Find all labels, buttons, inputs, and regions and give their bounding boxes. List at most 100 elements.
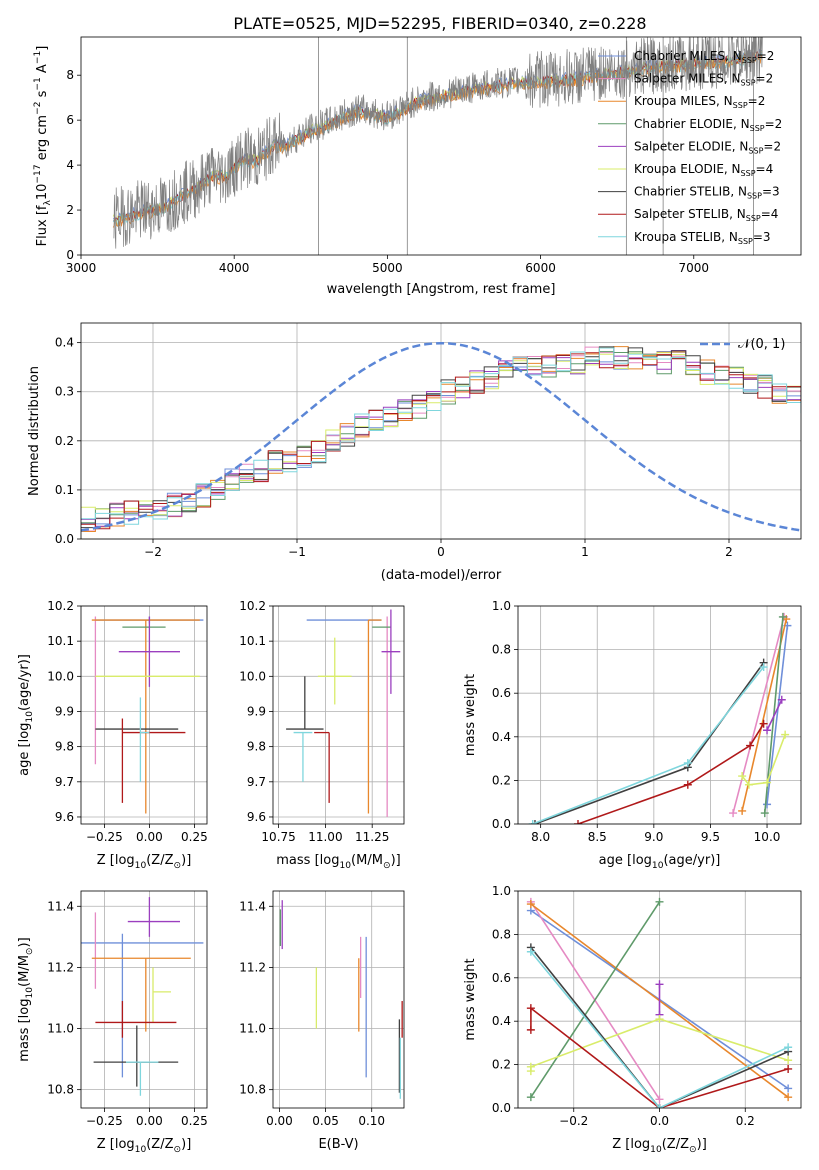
weight-point-marker: [763, 800, 772, 809]
errorbar-point: [293, 731, 313, 782]
weight-point-marker: [759, 663, 768, 672]
weight-series-line: [732, 616, 785, 814]
weight-series-line: [530, 1006, 789, 1108]
spectrum-xtick-label: 4000: [219, 261, 250, 275]
legend-entry: Chabrier MILES, NSSP=2: [634, 49, 774, 65]
gaussian-curve: [81, 341, 801, 532]
spectrum-ytick-label: 4: [66, 158, 74, 172]
mass_vs_ebv-xtick-label: 0.10: [358, 1114, 385, 1128]
residuals-ylabel: Normed distribution: [27, 366, 42, 496]
age_vs_mass-ytick-label: 9.9: [247, 704, 266, 718]
weight-point-marker: [573, 820, 582, 824]
errorbar-point: [127, 897, 180, 937]
residuals-frame: [80, 322, 802, 540]
weight_vs_age-ytick-label: 0.8: [492, 643, 511, 657]
data-spectrum-line: [113, 37, 763, 249]
spectrum-xtick-label: 7000: [678, 261, 709, 275]
residual-histogram-step: [81, 352, 801, 516]
errorbar-point: [121, 718, 186, 803]
errorbar-point: [126, 1061, 159, 1096]
weight-point-marker: [655, 1095, 664, 1104]
age_vs_Z-ytick-label: 9.7: [55, 775, 74, 789]
age_vs_Z-xlabel: Z [log10(Z/Z⊙)]: [97, 853, 192, 871]
spectrum-frame: [80, 36, 802, 256]
residuals-xtick-label: 2: [725, 545, 733, 559]
mass_vs_ebv-axes: 0.00 0.05 0.10 10.8 11.0 11.2 11.4: [239, 891, 404, 1128]
mass_vs_ebv-frame: [272, 890, 405, 1109]
weight-point-marker: [655, 1015, 664, 1024]
weight-point-marker: [528, 820, 537, 824]
age_vs_mass-axes: 10.75 11.00 11.25 9.6 9.7 9.8 9.9 10.0 10.1 10.2: [239, 599, 404, 844]
weight-point-marker: [759, 719, 768, 728]
weight-series-line: [577, 723, 765, 824]
weight_vs_age-series: [528, 612, 792, 824]
mass_vs_ebv-points: [279, 900, 403, 1099]
gaussian-legend-label: 𝒩(0, 1): [738, 337, 785, 352]
age_vs_Z-xtick-label: 0.25: [181, 830, 208, 844]
errorbar-point: [367, 619, 382, 814]
age_vs_Z-frame: [80, 605, 208, 825]
spectrum-xtick-label: 3000: [66, 261, 97, 275]
figure-title: PLATE=0525, MJD=52295, FIBERID=0340, z=0…: [233, 14, 646, 33]
residuals-xtick-label: 0: [437, 545, 445, 559]
age_vs_mass-ytick-label: 9.6: [247, 810, 266, 824]
age_vs_Z-ytick-label: 9.6: [55, 810, 74, 824]
weight_vs_age-xtick-label: 8.0: [531, 830, 550, 844]
weight-point-marker: [526, 1025, 535, 1034]
mass_vs_ebv-xtick-label: 0.05: [312, 1114, 339, 1128]
weight-point-marker: [683, 780, 692, 789]
spectrum-legend: Chabrier MILES, NSSP=2 Salpeter MILES, NS…: [598, 49, 782, 246]
residuals-ytick-label: 0.4: [55, 336, 74, 350]
mass_vs_ebv-ytick-label: 10.8: [239, 1083, 266, 1097]
mass_vs_ebv-xtick-label: 0.00: [266, 1114, 293, 1128]
weight_vs_Z-ytick-label: 0.4: [492, 1014, 511, 1028]
errorbar-point: [93, 1025, 179, 1087]
spectrum-xtick-label: 5000: [372, 261, 403, 275]
weight-point-marker: [777, 695, 786, 704]
weight_vs_Z-ytick-label: 0.8: [492, 927, 511, 941]
weight-series-line: [741, 734, 786, 786]
errorbar-point: [381, 609, 401, 694]
errorbar-point: [152, 967, 171, 1023]
residuals-ytick-label: 0.2: [55, 434, 74, 448]
weight-point-marker: [526, 1004, 535, 1013]
weight-point-marker: [655, 980, 664, 989]
weight_vs_age-ytick-label: 0.0: [492, 817, 511, 831]
spectrum-axes: 3000 4000 5000 6000 7000 0 2 4 6 8: [66, 68, 709, 275]
weight_vs_age-xtick-label: 9.5: [701, 830, 720, 844]
mass_vs_Z-xlabel: Z [log10(Z/Z⊙)]: [97, 1137, 192, 1155]
age_vs_mass-ytick-label: 9.8: [247, 740, 266, 754]
weight_vs_age-ytick-label: 0.4: [492, 730, 511, 744]
weight-point-marker: [526, 1062, 535, 1071]
mass_vs_Z-ytick-label: 11.4: [47, 899, 74, 913]
age_vs_Z-points: [91, 616, 204, 814]
errorbar-point: [91, 619, 200, 814]
weight_vs_age-xtick-label: 8.5: [588, 830, 607, 844]
spectrum-ytick-label: 2: [66, 203, 74, 217]
weight-point-marker: [526, 900, 535, 909]
weight-point-marker: [763, 778, 772, 787]
weight-series-line: [532, 666, 765, 824]
weight_vs_Z-ytick-label: 0.0: [492, 1101, 511, 1115]
residuals-xtick-label: −1: [288, 545, 306, 559]
residual-histogram-step: [81, 351, 801, 525]
age_vs_Z-ytick-label: 10.2: [47, 599, 74, 613]
mass_vs_Z-xtick-label: 0.00: [136, 1114, 163, 1128]
errorbar-point: [314, 731, 330, 803]
mass_vs_Z-frame: [80, 890, 208, 1109]
mass_vs_ebv-ytick-label: 11.2: [239, 960, 266, 974]
spectrum-ylabel: Flux [fλ10−17 erg cm−2 s−1 A−1]: [33, 46, 53, 247]
weight-point-marker: [784, 1043, 793, 1052]
residual-histogram-step: [81, 351, 801, 524]
weight_vs_Z-ytick-label: 0.2: [492, 1058, 511, 1072]
residuals-xlabel: (data-model)/error: [381, 568, 502, 583]
residuals-xtick-label: 1: [581, 545, 589, 559]
weight-point-marker: [738, 772, 747, 781]
weight-point-marker: [526, 947, 535, 956]
residuals-ytick-label: 0.1: [55, 483, 74, 497]
weight-point-marker: [784, 1064, 793, 1073]
weight-series-line: [530, 901, 661, 1098]
legend-entry: Salpeter ELODIE, NSSP=2: [634, 139, 781, 155]
spectrum-xlabel: wavelength [Angstrom, rest frame]: [327, 282, 556, 297]
